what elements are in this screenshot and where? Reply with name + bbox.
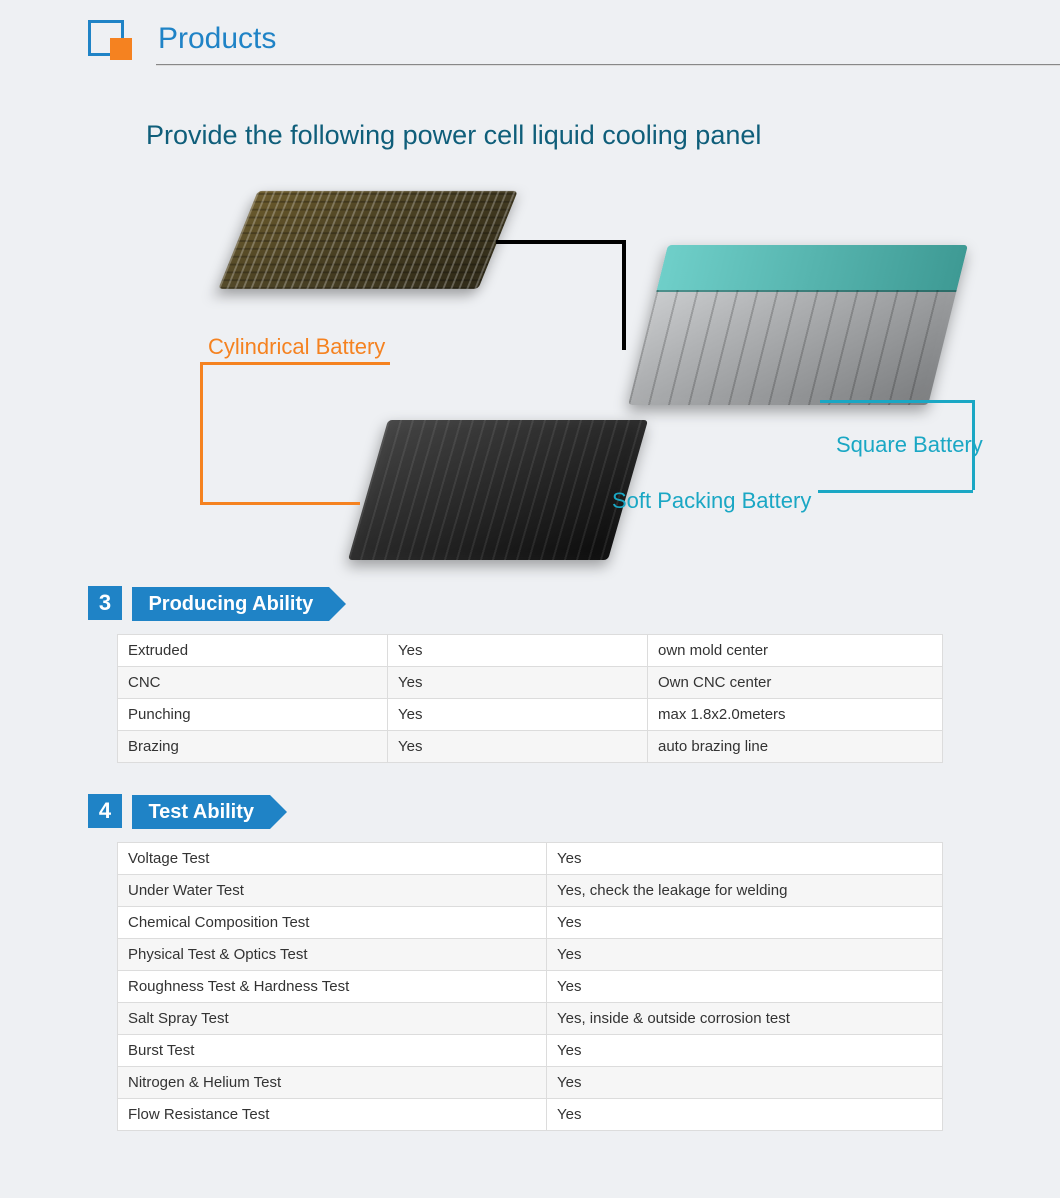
table-cell: max 1.8x2.0meters	[648, 699, 943, 731]
battery-diagram: Cylindrical Battery Square Battery Soft …	[88, 190, 1000, 590]
table-row: Roughness Test & Hardness TestYes	[118, 971, 943, 1003]
table-cell: Punching	[118, 699, 388, 731]
table-row: Under Water TestYes, check the leakage f…	[118, 875, 943, 907]
table-cell: Yes	[388, 731, 648, 763]
cylindrical-battery-graphic	[238, 190, 498, 290]
producing-table-body: ExtrudedYesown mold centerCNCYesOwn CNC …	[118, 635, 943, 763]
table-cell: Under Water Test	[118, 875, 547, 907]
connector-orange	[200, 362, 203, 502]
table-cell: Own CNC center	[648, 667, 943, 699]
test-ability-section: 4 Test Ability Voltage TestYesUnder Wate…	[88, 794, 972, 1131]
section-title: Producing Ability	[132, 587, 329, 621]
table-cell: Yes	[388, 667, 648, 699]
table-row: Chemical Composition TestYes	[118, 907, 943, 939]
section-badge: 3 Producing Ability	[88, 586, 972, 620]
producing-ability-table: ExtrudedYesown mold centerCNCYesOwn CNC …	[117, 634, 943, 763]
connector-cyan	[820, 400, 975, 403]
page-header: Products	[88, 20, 1060, 68]
table-cell: Yes	[547, 1035, 943, 1067]
table-cell: Physical Test & Optics Test	[118, 939, 547, 971]
table-row: Flow Resistance TestYes	[118, 1099, 943, 1131]
table-cell: Burst Test	[118, 1035, 547, 1067]
test-ability-table: Voltage TestYesUnder Water TestYes, chec…	[117, 842, 943, 1131]
table-cell: auto brazing line	[648, 731, 943, 763]
header-icon	[88, 20, 140, 60]
table-row: Physical Test & Optics TestYes	[118, 939, 943, 971]
table-row: Voltage TestYes	[118, 843, 943, 875]
table-row: PunchingYesmax 1.8x2.0meters	[118, 699, 943, 731]
subtitle: Provide the following power cell liquid …	[146, 120, 761, 151]
table-cell: own mold center	[648, 635, 943, 667]
connector-black	[496, 240, 626, 244]
table-cell: CNC	[118, 667, 388, 699]
table-cell: Yes	[547, 843, 943, 875]
table-cell: Yes	[547, 1067, 943, 1099]
table-cell: Nitrogen & Helium Test	[118, 1067, 547, 1099]
table-cell: Yes	[388, 635, 648, 667]
table-row: Salt Spray TestYes, inside & outside cor…	[118, 1003, 943, 1035]
table-cell: Yes	[547, 971, 943, 1003]
table-cell: Chemical Composition Test	[118, 907, 547, 939]
table-cell: Roughness Test & Hardness Test	[118, 971, 547, 1003]
table-cell: Yes	[547, 939, 943, 971]
header-icon-fill	[110, 38, 132, 60]
test-table-body: Voltage TestYesUnder Water TestYes, chec…	[118, 843, 943, 1131]
table-cell: Yes	[388, 699, 648, 731]
connector-cyan	[818, 490, 973, 493]
table-cell: Yes, inside & outside corrosion test	[547, 1003, 943, 1035]
table-cell: Brazing	[118, 731, 388, 763]
table-cell: Flow Resistance Test	[118, 1099, 547, 1131]
header-rule	[156, 64, 1060, 66]
table-cell: Yes	[547, 907, 943, 939]
table-cell: Voltage Test	[118, 843, 547, 875]
table-row: Burst TestYes	[118, 1035, 943, 1067]
producing-ability-section: 3 Producing Ability ExtrudedYesown mold …	[88, 586, 972, 763]
section-number: 4	[88, 794, 122, 828]
soft-packing-battery-graphic	[368, 420, 628, 560]
connector-black	[622, 240, 626, 350]
cylindrical-battery-label: Cylindrical Battery	[208, 334, 385, 360]
table-row: CNCYesOwn CNC center	[118, 667, 943, 699]
table-row: BrazingYesauto brazing line	[118, 731, 943, 763]
table-cell: Yes	[547, 1099, 943, 1131]
section-number: 3	[88, 586, 122, 620]
connector-orange	[200, 502, 360, 505]
page-title: Products	[158, 22, 276, 56]
section-badge: 4 Test Ability	[88, 794, 972, 828]
table-cell: Salt Spray Test	[118, 1003, 547, 1035]
table-row: Nitrogen & Helium TestYes	[118, 1067, 943, 1099]
square-battery-graphic	[648, 245, 948, 405]
table-row: ExtrudedYesown mold center	[118, 635, 943, 667]
square-battery-label: Square Battery	[836, 432, 983, 458]
section-title: Test Ability	[132, 795, 270, 829]
table-cell: Extruded	[118, 635, 388, 667]
connector-orange	[200, 362, 390, 365]
table-cell: Yes, check the leakage for welding	[547, 875, 943, 907]
soft-packing-battery-label: Soft Packing Battery	[612, 488, 811, 514]
